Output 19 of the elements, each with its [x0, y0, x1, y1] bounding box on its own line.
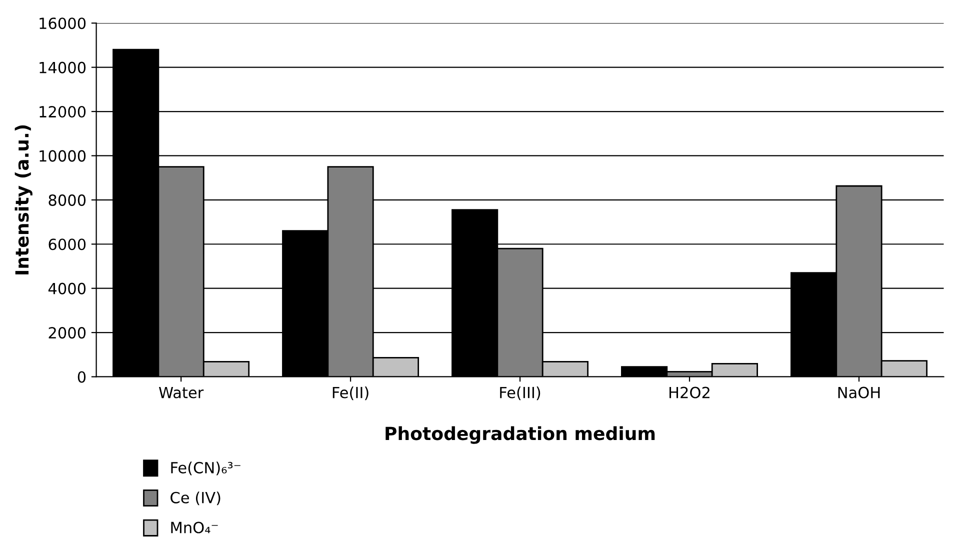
y-tick-label: 4000: [48, 282, 86, 294]
x-tick-label: Water: [158, 386, 204, 398]
y-tick-label: 2000: [48, 327, 86, 339]
x-tick-label: Fe(II): [332, 386, 368, 400]
x-axis-title: Photodegradation medium: [386, 426, 655, 444]
legend-label: Ce (IV): [170, 492, 220, 506]
y-tick-label: 10000: [40, 150, 86, 162]
y-tick-label: 0: [78, 371, 86, 383]
y-tick-label: 6000: [48, 238, 86, 250]
y-tick-label: 14000: [40, 62, 86, 74]
y-tick-label: 8000: [48, 194, 86, 206]
y-axis-title: Intensity (a.u.): [14, 125, 32, 274]
legend-label: Fe(CN)₆³⁻: [171, 462, 240, 476]
x-tick-label: H2O2: [670, 386, 710, 398]
y-tick-label: 16000: [40, 18, 86, 30]
x-tick-label: NaOH: [838, 386, 880, 398]
x-tick-label: Fe(III): [500, 386, 540, 400]
y-tick-label: 12000: [40, 106, 86, 118]
legend-label: MnO₄⁻: [171, 522, 218, 534]
